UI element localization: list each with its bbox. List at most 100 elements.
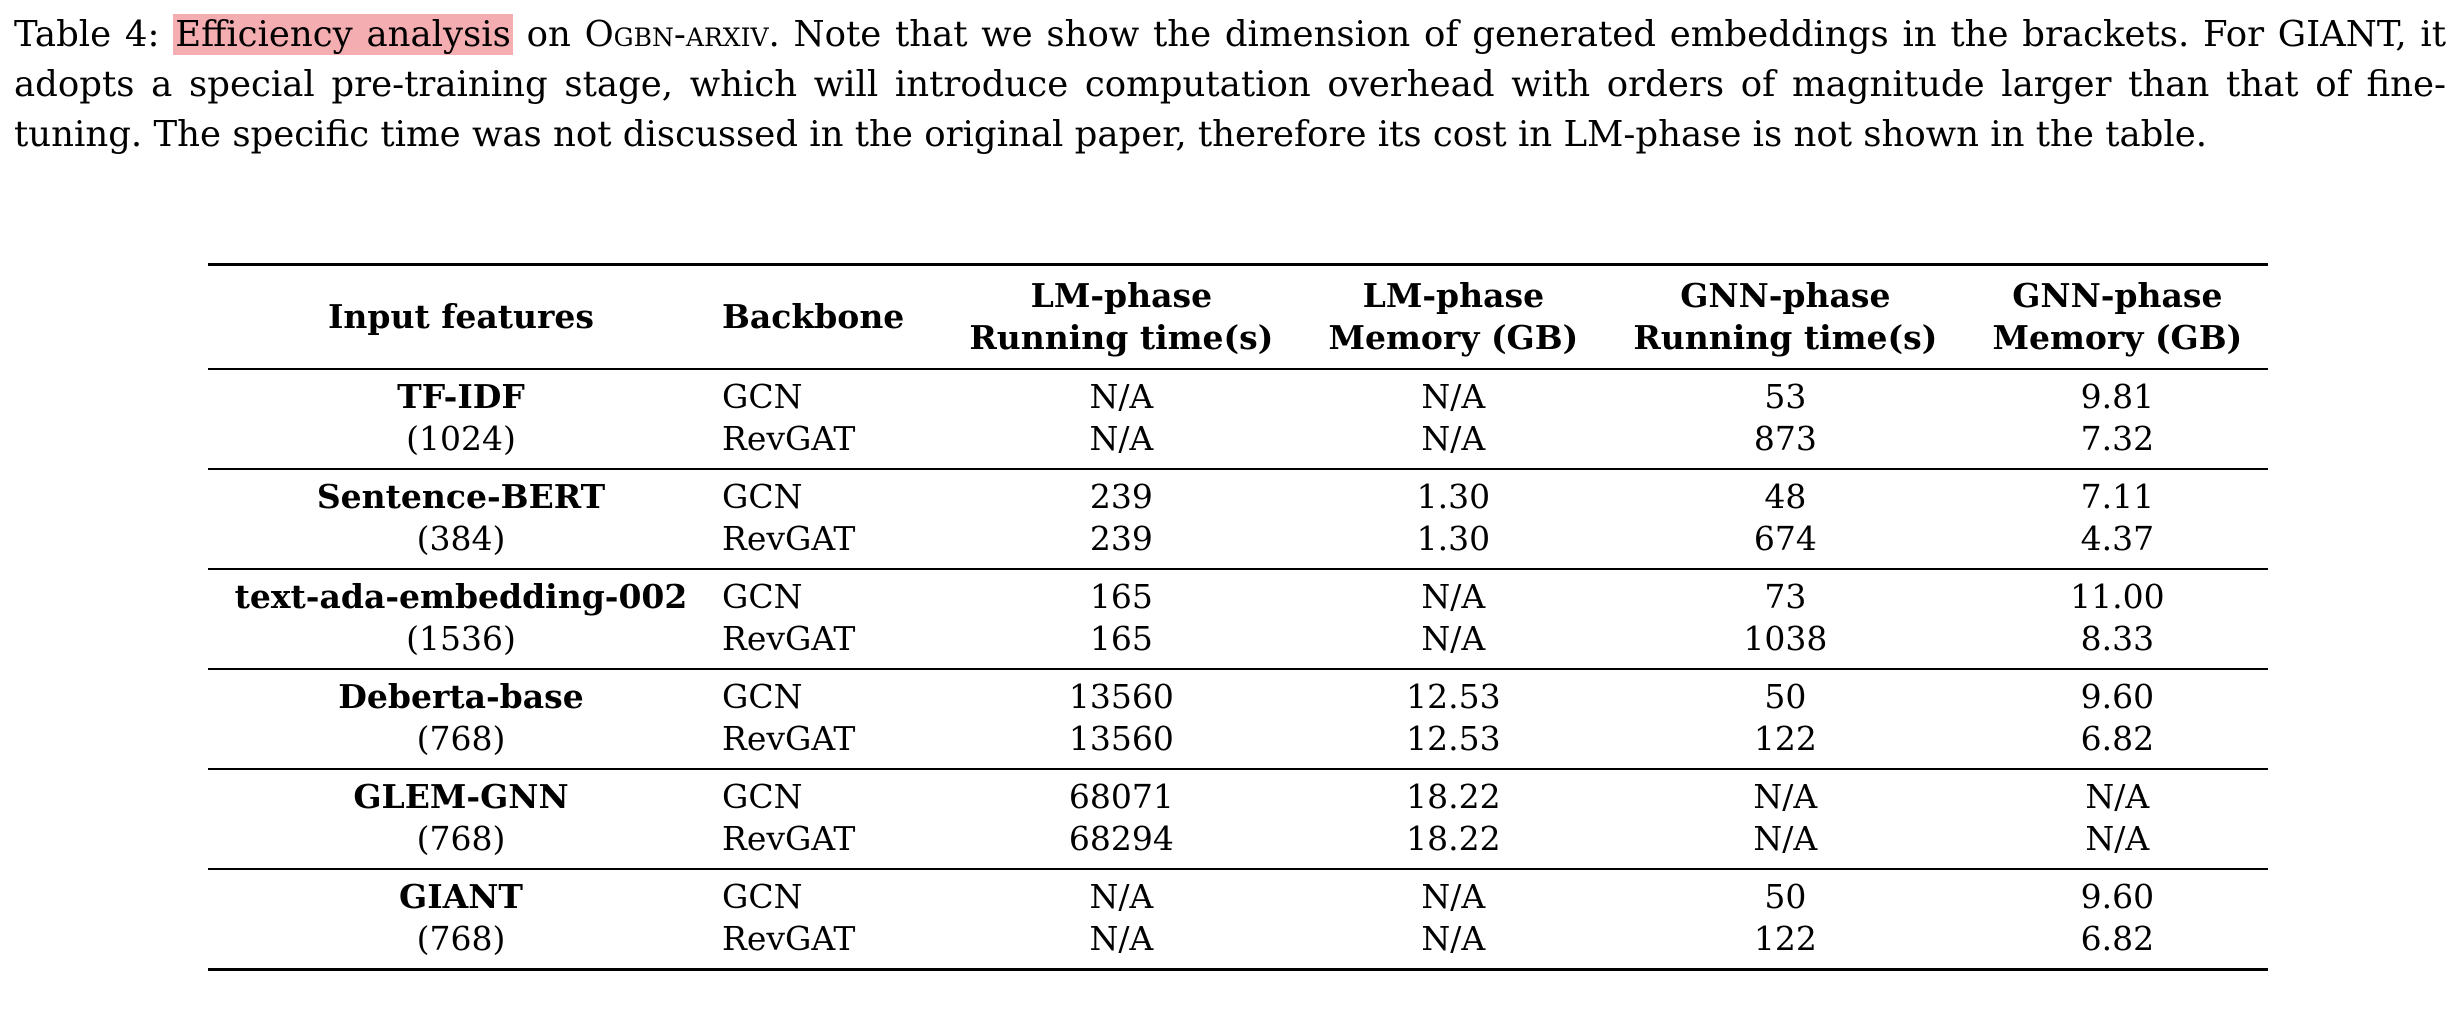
backbone-cell: GCN — [722, 877, 803, 916]
caption-on: on — [526, 14, 571, 55]
gnn-memory-cell: 9.60 — [2080, 877, 2155, 916]
table-row: (1536) RevGAT 165 N/A 1038 8.33 — [208, 618, 2268, 669]
backbone-cell: RevGAT — [722, 819, 856, 858]
caption-highlight: Efficiency analysis — [173, 14, 513, 55]
gnn-memory-cell: 6.82 — [2080, 919, 2155, 958]
lm-memory-cell: N/A — [1421, 619, 1486, 658]
lm-memory-cell: N/A — [1421, 919, 1486, 958]
caption-label: Table 4: — [14, 14, 160, 55]
gnn-time-cell: 50 — [1764, 677, 1807, 716]
gnn-time-cell: 53 — [1764, 377, 1807, 416]
feature-dimension: (384) — [416, 519, 506, 558]
gnn-time-cell: 873 — [1753, 419, 1817, 458]
header-lm-memory: LM-phase Memory (GB) — [1328, 276, 1579, 357]
lm-memory-cell: N/A — [1421, 419, 1486, 458]
table-row: Sentence-BERT GCN 239 1.30 48 7.11 — [208, 469, 2268, 518]
header-lm-time: LM-phase Running time(s) — [969, 276, 1274, 357]
gnn-time-cell: 122 — [1753, 719, 1817, 758]
feature-dimension: (1536) — [406, 619, 516, 658]
backbone-cell: GCN — [722, 677, 803, 716]
backbone-cell: RevGAT — [722, 419, 856, 458]
lm-memory-cell: 1.30 — [1416, 477, 1491, 516]
feature-dimension: (768) — [416, 719, 506, 758]
gnn-memory-cell: 11.00 — [2070, 577, 2165, 616]
gnn-memory-cell: 7.32 — [2080, 419, 2155, 458]
lm-time-cell: 239 — [1089, 477, 1153, 516]
table-row: GIANT GCN N/A N/A 50 9.60 — [208, 869, 2268, 918]
header-input-features: Input features — [328, 297, 594, 336]
header-gnn-time: GNN-phase Running time(s) — [1633, 276, 1938, 357]
lm-memory-cell: 12.53 — [1406, 677, 1501, 716]
feature-name: Deberta-base — [338, 677, 584, 716]
gnn-time-cell: 50 — [1764, 877, 1807, 916]
feature-dimension: (1024) — [406, 419, 516, 458]
gnn-time-cell: 674 — [1753, 519, 1817, 558]
gnn-memory-cell: 4.37 — [2080, 519, 2155, 558]
table-row: TF-IDF GCN N/A N/A 53 9.81 — [208, 369, 2268, 418]
lm-time-cell: 165 — [1089, 619, 1153, 658]
table-body: TF-IDF GCN N/A N/A 53 9.81 (1024) RevGAT N/A N/A 8… — [208, 369, 2268, 970]
backbone-cell: GCN — [722, 377, 803, 416]
gnn-time-cell: N/A — [1753, 777, 1818, 816]
feature-dimension: (768) — [416, 919, 506, 958]
efficiency-table-container: Input features Backbone LM-phase Running … — [208, 263, 2268, 971]
gnn-memory-cell: 9.81 — [2080, 377, 2155, 416]
gnn-time-cell: 1038 — [1743, 619, 1828, 658]
gnn-time-cell: N/A — [1753, 819, 1818, 858]
backbone-cell: RevGAT — [722, 919, 856, 958]
caption-rest: . Note that we show the dimension of gen… — [14, 14, 2446, 155]
table-row: GLEM-GNN GCN 68071 18.22 N/A N/A — [208, 769, 2268, 818]
lm-memory-cell: 18.22 — [1406, 777, 1501, 816]
feature-name: TF-IDF — [397, 377, 525, 416]
backbone-cell: RevGAT — [722, 719, 856, 758]
table-row: (768) RevGAT 68294 18.22 N/A N/A — [208, 818, 2268, 869]
header-row: Input features Backbone LM-phase Running … — [208, 264, 2268, 369]
table-row: (384) RevGAT 239 1.30 674 4.37 — [208, 518, 2268, 569]
lm-time-cell: N/A — [1089, 419, 1154, 458]
feature-name: GLEM-GNN — [353, 777, 569, 816]
caption-dataset: Ogbn-arxiv — [584, 14, 769, 55]
table-header: Input features Backbone LM-phase Running … — [208, 264, 2268, 369]
lm-time-cell: N/A — [1089, 919, 1154, 958]
lm-time-cell: N/A — [1089, 877, 1154, 916]
lm-memory-cell: N/A — [1421, 377, 1486, 416]
gnn-time-cell: 48 — [1764, 477, 1807, 516]
gnn-memory-cell: N/A — [2085, 819, 2150, 858]
header-gnn-memory: GNN-phase Memory (GB) — [1992, 276, 2243, 357]
feature-name: Sentence-BERT — [316, 477, 606, 516]
gnn-time-cell: 73 — [1764, 577, 1807, 616]
table-row: (768) RevGAT N/A N/A 122 6.82 — [208, 918, 2268, 970]
header-backbone: Backbone — [722, 297, 905, 336]
gnn-time-cell: 122 — [1753, 919, 1817, 958]
table-row: Deberta-base GCN 13560 12.53 50 9.60 — [208, 669, 2268, 718]
lm-memory-cell: 1.30 — [1416, 519, 1491, 558]
feature-name: text-ada-embedding-002 — [234, 577, 688, 616]
table-row: (1024) RevGAT N/A N/A 873 7.32 — [208, 418, 2268, 469]
lm-time-cell: 165 — [1089, 577, 1153, 616]
lm-time-cell: 68071 — [1068, 777, 1174, 816]
gnn-memory-cell: N/A — [2085, 777, 2150, 816]
feature-dimension: (768) — [416, 819, 506, 858]
lm-memory-cell: N/A — [1421, 877, 1486, 916]
lm-memory-cell: 12.53 — [1406, 719, 1501, 758]
lm-memory-cell: 18.22 — [1406, 819, 1501, 858]
gnn-memory-cell: 7.11 — [2080, 477, 2155, 516]
lm-time-cell: N/A — [1089, 377, 1154, 416]
gnn-memory-cell: 6.82 — [2080, 719, 2155, 758]
table-caption: Table 4: Efficiency analysis on Ogbn-arx… — [14, 10, 2446, 160]
backbone-cell: GCN — [722, 477, 803, 516]
lm-time-cell: 68294 — [1068, 819, 1174, 858]
backbone-cell: RevGAT — [722, 519, 856, 558]
lm-time-cell: 13560 — [1068, 719, 1174, 758]
gnn-memory-cell: 9.60 — [2080, 677, 2155, 716]
table-row: (768) RevGAT 13560 12.53 122 6.82 — [208, 718, 2268, 769]
backbone-cell: GCN — [722, 577, 803, 616]
lm-memory-cell: N/A — [1421, 577, 1486, 616]
lm-time-cell: 239 — [1089, 519, 1153, 558]
feature-name: GIANT — [399, 877, 523, 916]
backbone-cell: GCN — [722, 777, 803, 816]
lm-time-cell: 13560 — [1068, 677, 1174, 716]
backbone-cell: RevGAT — [722, 619, 856, 658]
gnn-memory-cell: 8.33 — [2080, 619, 2155, 658]
efficiency-table: Input features Backbone LM-phase Running … — [208, 263, 2268, 971]
